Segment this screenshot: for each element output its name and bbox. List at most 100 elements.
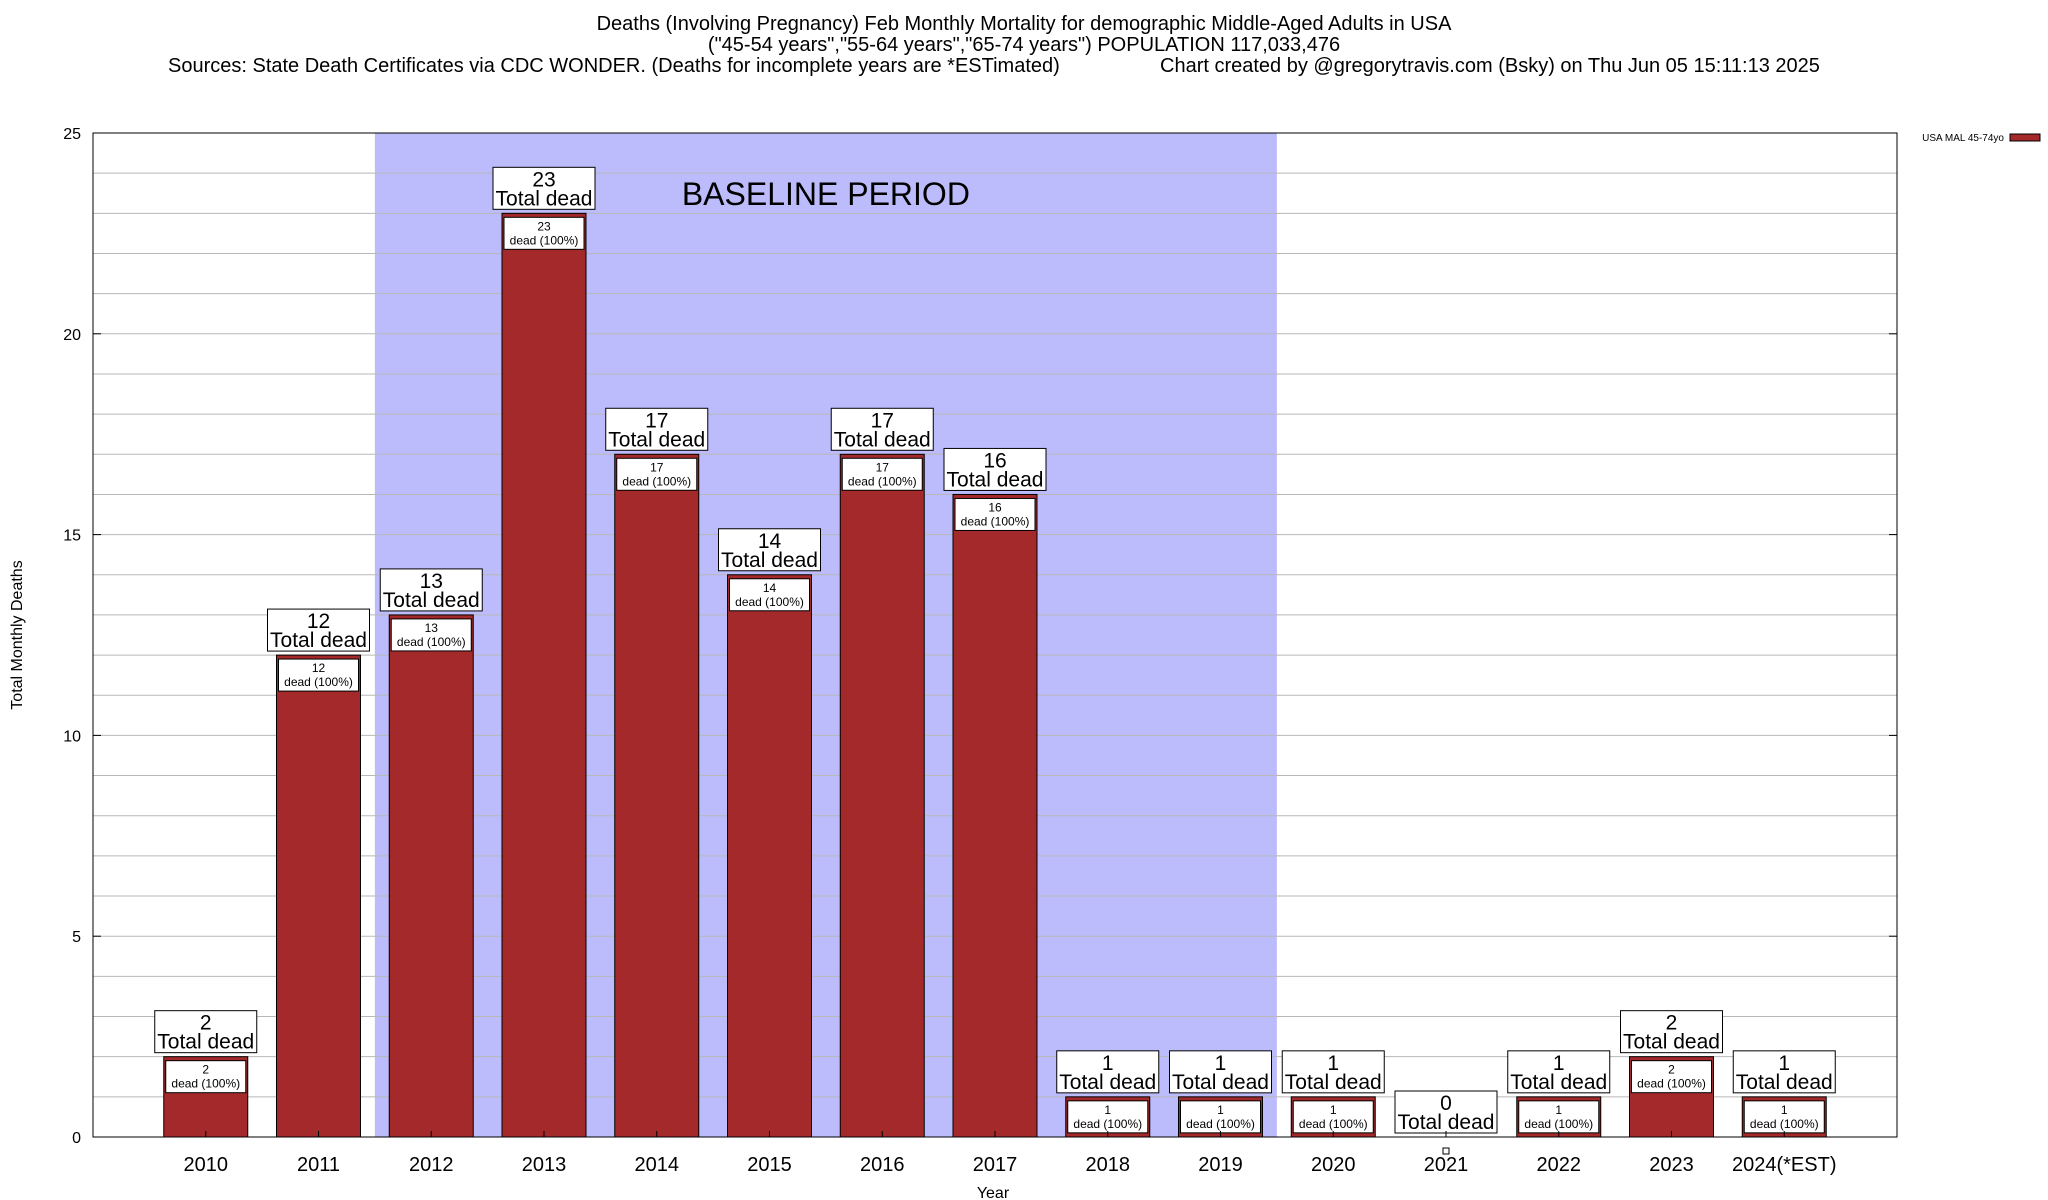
total-label-text: Total dead <box>383 589 480 612</box>
x-tick-label: 2012 <box>409 1154 454 1176</box>
inner-label-box <box>841 457 923 491</box>
inner-label-text: dead (100%) <box>735 595 804 609</box>
total-label-value: 17 <box>645 409 668 432</box>
total-label-value: 2 <box>200 1012 212 1035</box>
inner-label-value: 23 <box>537 219 551 233</box>
legend-swatch <box>2009 133 2041 142</box>
total-label-text: Total dead <box>721 549 818 572</box>
x-tick-label: 2015 <box>747 1154 792 1176</box>
total-label-text: Total dead <box>1510 1071 1607 1094</box>
inner-label-value: 1 <box>1217 1103 1224 1117</box>
plot-frame <box>92 132 1898 1138</box>
total-label-box <box>1507 1050 1611 1094</box>
x-axis-label: Year <box>977 1185 1010 1200</box>
total-label-text: Total dead <box>834 428 931 451</box>
total-label-value: 0 <box>1440 1092 1452 1115</box>
inner-label-value: 17 <box>876 460 890 474</box>
inner-label-text: dead (100%) <box>510 233 579 247</box>
inner-label-text: dead (100%) <box>1186 1117 1255 1131</box>
inner-label-text: dead (100%) <box>284 675 353 689</box>
total-label-box <box>154 1010 258 1054</box>
total-label-box <box>1169 1050 1272 1094</box>
total-label-value: 23 <box>532 168 555 191</box>
inner-label-text: dead (100%) <box>961 514 1030 528</box>
total-label-value: 13 <box>420 570 443 593</box>
x-tick-label: 2021 <box>1424 1154 1469 1176</box>
y-tick-label: 10 <box>63 728 81 745</box>
bar-2012 <box>388 614 474 1138</box>
inner-label-box <box>278 658 359 692</box>
inner-label-box <box>165 1060 247 1094</box>
total-label-value: 12 <box>307 610 330 633</box>
bar-2011 <box>276 654 361 1138</box>
total-label-box <box>1394 1090 1498 1134</box>
total-label-value: 1 <box>1215 1052 1227 1075</box>
total-label-box <box>267 608 370 652</box>
inner-label-text: dead (100%) <box>1299 1117 1368 1131</box>
total-label-value: 1 <box>1778 1052 1790 1075</box>
total-label-text: Total dead <box>157 1031 254 1054</box>
total-label-text: Total dead <box>608 428 705 451</box>
total-label-box <box>1281 1050 1385 1094</box>
inner-label-value: 1 <box>1104 1103 1111 1117</box>
x-tick-label: 2013 <box>522 1154 567 1176</box>
total-label-text: Total dead <box>1398 1111 1495 1134</box>
x-tick-label: 2014 <box>635 1154 680 1176</box>
bar-2013 <box>501 212 587 1138</box>
total-label-box <box>1732 1050 1836 1094</box>
y-tick-label: 15 <box>63 528 81 545</box>
total-label-text: Total dead <box>1285 1071 1382 1094</box>
inner-label-value: 1 <box>1781 1103 1788 1117</box>
inner-label-text: dead (100%) <box>1750 1117 1819 1131</box>
inner-label-value: 14 <box>763 581 777 595</box>
inner-label-value: 1 <box>1555 1103 1562 1117</box>
inner-label-text: dead (100%) <box>1073 1117 1142 1131</box>
zero-marker <box>1442 1147 1450 1155</box>
x-tick-label: 2020 <box>1311 1154 1356 1176</box>
total-label-value: 16 <box>983 449 1006 472</box>
chart-title: Deaths (Involving Pregnancy) Feb Monthly… <box>596 13 1452 35</box>
total-label-text: Total dead <box>947 468 1044 491</box>
bar-2016 <box>839 453 925 1138</box>
x-tick-label: 2011 <box>297 1154 340 1176</box>
inner-label-text: dead (100%) <box>622 474 691 488</box>
total-label-box <box>1056 1050 1160 1094</box>
bar-2014 <box>614 453 700 1138</box>
inner-label-box <box>729 578 810 612</box>
inner-label-text: dead (100%) <box>848 474 917 488</box>
inner-label-box <box>954 497 1036 531</box>
inner-label-box <box>616 457 698 491</box>
total-label-text: Total dead <box>1172 1071 1269 1094</box>
total-label-value: 1 <box>1553 1052 1565 1075</box>
total-label-text: Total dead <box>270 629 367 652</box>
inner-label-text: dead (100%) <box>1637 1077 1706 1091</box>
inner-label-box <box>1631 1060 1712 1094</box>
total-label-box <box>718 528 821 572</box>
x-tick-label: 2022 <box>1537 1154 1582 1176</box>
x-tick-label: 2018 <box>1086 1154 1131 1176</box>
total-label-value: 1 <box>1327 1052 1339 1075</box>
y-tick-label: 0 <box>72 1130 81 1147</box>
inner-label-value: 2 <box>1668 1063 1675 1077</box>
inner-label-box <box>503 216 585 250</box>
inner-label-box <box>390 618 472 652</box>
total-label-text: Total dead <box>1736 1071 1833 1094</box>
total-label-text: Total dead <box>1059 1071 1156 1094</box>
inner-label-text: dead (100%) <box>397 635 466 649</box>
x-tick-label: 2016 <box>860 1154 905 1176</box>
total-label-box <box>830 407 934 451</box>
total-label-value: 1 <box>1102 1052 1114 1075</box>
total-label-value: 14 <box>758 530 782 553</box>
y-axis-label: Total Monthly Deaths <box>9 560 26 709</box>
inner-label-value: 1 <box>1330 1103 1337 1117</box>
inner-label-box <box>1292 1100 1374 1134</box>
x-tick-label: 2024(*EST) <box>1732 1154 1837 1176</box>
baseline-period-label: BASELINE PERIOD <box>682 176 970 212</box>
total-label-box <box>1620 1010 1723 1054</box>
y-tick-label: 25 <box>63 126 81 143</box>
inner-label-text: dead (100%) <box>171 1077 240 1091</box>
legend-label: USA MAL 45-74yo <box>1922 133 2004 144</box>
total-label-text: Total dead <box>1623 1031 1720 1054</box>
inner-label-value: 12 <box>312 661 326 675</box>
